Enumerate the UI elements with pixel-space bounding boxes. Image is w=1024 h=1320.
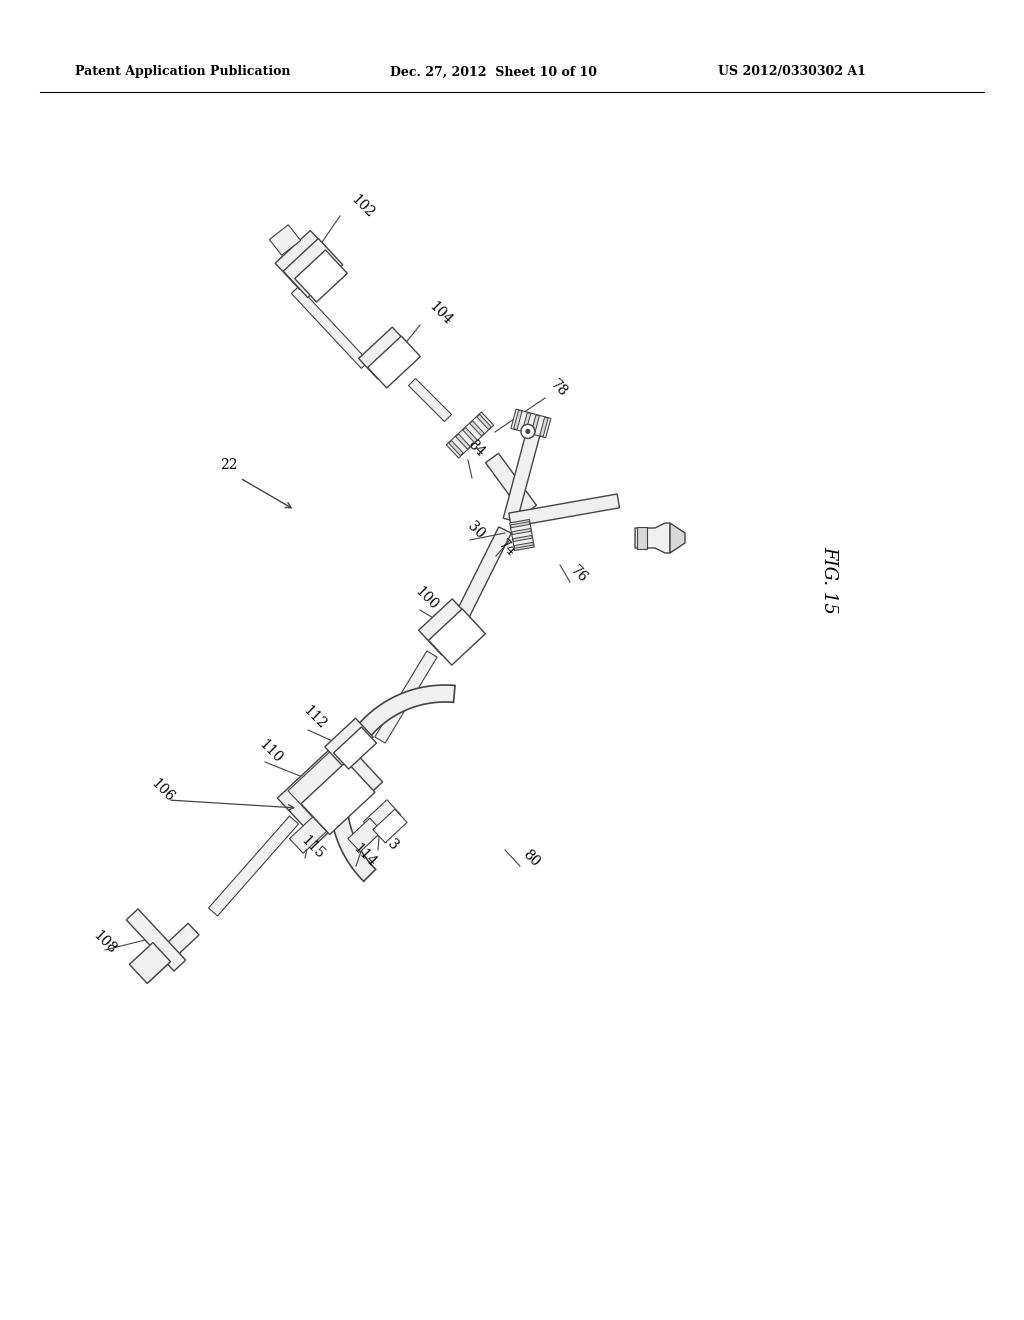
Circle shape [526,429,529,433]
Text: 106: 106 [148,776,176,804]
Polygon shape [509,494,620,527]
Polygon shape [456,434,470,449]
Polygon shape [129,942,171,983]
Text: 76: 76 [568,562,591,585]
Polygon shape [209,816,299,916]
Polygon shape [477,414,492,429]
Text: 114: 114 [350,842,379,870]
Polygon shape [375,651,437,743]
Polygon shape [513,536,532,541]
Polygon shape [512,528,531,535]
Text: 30: 30 [465,519,487,541]
Polygon shape [446,412,494,458]
Polygon shape [470,421,484,436]
Polygon shape [635,523,670,553]
Polygon shape [290,817,327,853]
Text: US 2012/0330302 A1: US 2012/0330302 A1 [718,66,866,78]
Polygon shape [295,249,347,302]
Polygon shape [334,727,377,770]
Polygon shape [637,527,647,549]
Polygon shape [409,379,452,421]
Text: 84: 84 [465,437,487,459]
Polygon shape [284,239,343,297]
Polygon shape [449,441,463,455]
Text: Patent Application Publication: Patent Application Publication [75,66,291,78]
Polygon shape [522,413,530,432]
Polygon shape [485,453,537,515]
Polygon shape [348,818,382,851]
Text: 108: 108 [90,928,119,956]
Polygon shape [463,428,477,442]
Text: 100: 100 [412,583,440,612]
Polygon shape [531,414,540,434]
Text: 22: 22 [220,458,238,473]
Text: 102: 102 [348,191,377,220]
Polygon shape [358,327,412,379]
Polygon shape [514,543,534,548]
Polygon shape [278,738,383,842]
Polygon shape [373,809,408,842]
Text: 110: 110 [256,738,285,767]
Polygon shape [514,411,522,429]
Polygon shape [511,409,551,438]
Polygon shape [301,762,375,834]
Polygon shape [368,337,421,388]
Polygon shape [325,718,373,766]
Polygon shape [540,417,548,437]
Polygon shape [510,520,535,550]
Circle shape [521,425,535,438]
Polygon shape [429,609,485,665]
Polygon shape [275,231,335,289]
Text: 113: 113 [372,826,400,854]
Polygon shape [419,599,475,655]
Text: FIG. 15: FIG. 15 [820,546,838,614]
Polygon shape [292,286,369,368]
Polygon shape [288,748,362,821]
Text: 115: 115 [298,834,327,862]
Polygon shape [670,523,685,553]
Polygon shape [511,521,529,528]
Polygon shape [137,923,199,982]
Polygon shape [269,224,301,255]
Polygon shape [330,685,455,882]
Text: 104: 104 [426,300,455,329]
Text: 74: 74 [496,537,518,560]
Text: Dec. 27, 2012  Sheet 10 of 10: Dec. 27, 2012 Sheet 10 of 10 [390,66,597,78]
Polygon shape [503,432,540,521]
Polygon shape [454,527,511,623]
Text: 78: 78 [548,376,570,399]
Text: 80: 80 [520,847,543,869]
Polygon shape [364,800,400,837]
Text: 112: 112 [300,704,329,733]
Polygon shape [126,909,185,972]
